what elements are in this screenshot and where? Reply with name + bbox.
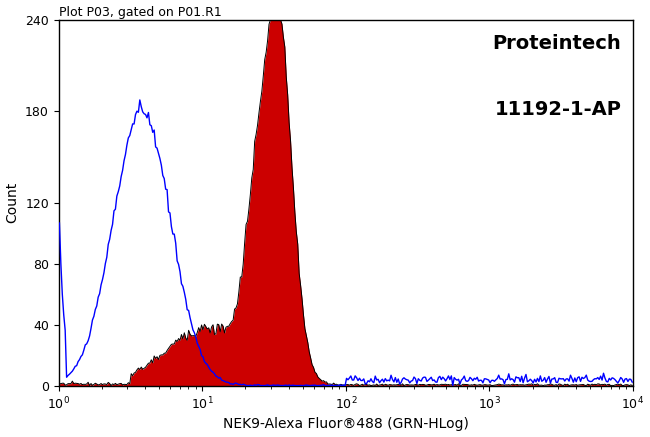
Text: 11192-1-AP: 11192-1-AP [495,100,621,119]
Text: Proteintech: Proteintech [493,35,621,53]
Text: Plot P03, gated on P01.R1: Plot P03, gated on P01.R1 [58,6,222,18]
Y-axis label: Count: Count [6,182,20,223]
X-axis label: NEK9-Alexa Fluor®488 (GRN-HLog): NEK9-Alexa Fluor®488 (GRN-HLog) [223,417,469,431]
